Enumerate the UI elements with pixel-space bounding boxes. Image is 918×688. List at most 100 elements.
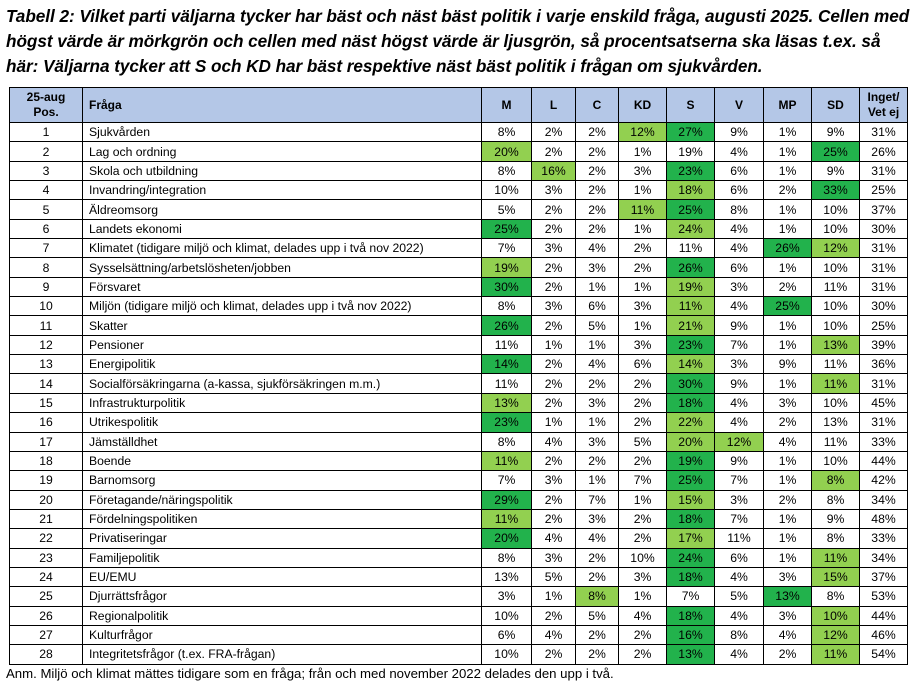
value-cell: 9% bbox=[714, 315, 764, 336]
row-question: Invandring/integration bbox=[82, 180, 482, 201]
value-cell: 11% bbox=[811, 547, 860, 568]
value-cell: 9% bbox=[714, 373, 764, 394]
value-cell: 2% bbox=[531, 392, 576, 414]
value-cell: 7% bbox=[714, 334, 764, 356]
value-cell: 19% bbox=[666, 276, 715, 298]
value-cell: 12% bbox=[811, 238, 860, 259]
value-cell: 2% bbox=[618, 257, 667, 278]
value-cell: 3% bbox=[714, 354, 764, 375]
row-position: 1 bbox=[9, 121, 83, 143]
table-row: 5 Äldreomsorg 5% 2% 2% 11% 25% 8% 1% 10% 37% bbox=[9, 199, 908, 220]
value-cell: 13% bbox=[763, 586, 812, 607]
value-cell: 2% bbox=[531, 218, 576, 240]
row-question: Landets ekonomi bbox=[82, 218, 482, 240]
value-cell: 22% bbox=[666, 412, 715, 433]
value-cell: 2% bbox=[763, 180, 812, 201]
header-question: Fråga bbox=[82, 87, 482, 123]
table-row: 11 Skatter 26% 2% 5% 1% 21% 9% 1% 10% 25% bbox=[9, 315, 908, 336]
value-cell: 54% bbox=[859, 644, 908, 665]
row-question: Fördelningspolitiken bbox=[82, 508, 482, 530]
value-cell: 5% bbox=[575, 315, 619, 336]
value-cell: 19% bbox=[666, 450, 715, 472]
header-party-kd: KD bbox=[618, 87, 667, 123]
value-cell: 7% bbox=[481, 238, 532, 259]
value-cell: 18% bbox=[666, 566, 715, 588]
row-question: Jämställdhet bbox=[82, 431, 482, 452]
value-cell: 10% bbox=[618, 547, 667, 568]
value-cell: 21% bbox=[666, 315, 715, 336]
row-question: Integritetsfrågor (t.ex. FRA-frågan) bbox=[82, 644, 482, 665]
table-row: 4 Invandring/integration 10% 3% 2% 1% 18% 6% 2% 3… bbox=[9, 180, 908, 201]
value-cell: 25% bbox=[481, 218, 532, 240]
value-cell: 10% bbox=[811, 257, 860, 278]
row-question: Sysselsättning/arbetslösheten/jobben bbox=[82, 257, 482, 278]
value-cell: 2% bbox=[531, 450, 576, 472]
table-row: 18 Boende 11% 2% 2% 2% 19% 9% 1% 10% 44% bbox=[9, 450, 908, 472]
row-question: Företagande/näringspolitik bbox=[82, 489, 482, 510]
value-cell: 25% bbox=[859, 180, 908, 201]
row-question: Skatter bbox=[82, 315, 482, 336]
value-cell: 11% bbox=[811, 431, 860, 452]
row-position: 27 bbox=[9, 624, 83, 646]
value-cell: 37% bbox=[859, 199, 908, 220]
value-cell: 15% bbox=[811, 566, 860, 588]
value-cell: 44% bbox=[859, 450, 908, 472]
value-cell: 12% bbox=[811, 624, 860, 646]
value-cell: 4% bbox=[575, 528, 619, 549]
value-cell: 1% bbox=[531, 586, 576, 607]
value-cell: 10% bbox=[811, 315, 860, 336]
value-cell: 2% bbox=[618, 644, 667, 665]
value-cell: 11% bbox=[481, 373, 532, 394]
row-position: 23 bbox=[9, 547, 83, 568]
value-cell: 9% bbox=[811, 508, 860, 530]
value-cell: 36% bbox=[859, 354, 908, 375]
value-cell: 3% bbox=[575, 431, 619, 452]
value-cell: 27% bbox=[666, 121, 715, 143]
table-row: 7 Klimatet (tidigare miljö och klimat, de… bbox=[9, 238, 908, 259]
value-cell: 30% bbox=[859, 296, 908, 317]
value-cell: 9% bbox=[714, 450, 764, 472]
row-position: 17 bbox=[9, 431, 83, 452]
value-cell: 13% bbox=[811, 412, 860, 433]
row-question: Regionalpolitik bbox=[82, 605, 482, 626]
value-cell: 46% bbox=[859, 624, 908, 646]
value-cell: 11% bbox=[714, 528, 764, 549]
value-cell: 7% bbox=[575, 489, 619, 510]
value-cell: 2% bbox=[575, 644, 619, 665]
value-cell: 17% bbox=[666, 528, 715, 549]
value-cell: 18% bbox=[666, 180, 715, 201]
value-cell: 13% bbox=[481, 566, 532, 588]
value-cell: 1% bbox=[763, 218, 812, 240]
value-cell: 1% bbox=[618, 315, 667, 336]
value-cell: 1% bbox=[763, 257, 812, 278]
value-cell: 3% bbox=[618, 160, 667, 182]
value-cell: 2% bbox=[763, 489, 812, 510]
value-cell: 16% bbox=[531, 160, 576, 182]
header-party-c: C bbox=[575, 87, 619, 123]
value-cell: 2% bbox=[575, 160, 619, 182]
value-cell: 29% bbox=[481, 489, 532, 510]
table-row: 19 Barnomsorg 7% 3% 1% 7% 25% 7% 1% 8% 42% bbox=[9, 470, 908, 491]
value-cell: 11% bbox=[481, 334, 532, 356]
row-question: Energipolitik bbox=[82, 354, 482, 375]
value-cell: 8% bbox=[481, 160, 532, 182]
value-cell: 3% bbox=[481, 586, 532, 607]
table-row: 20 Företagande/näringspolitik 29% 2% 7% 1% 15%… bbox=[9, 489, 908, 510]
value-cell: 10% bbox=[811, 199, 860, 220]
value-cell: 4% bbox=[531, 624, 576, 646]
value-cell: 7% bbox=[481, 470, 532, 491]
value-cell: 2% bbox=[618, 624, 667, 646]
value-cell: 2% bbox=[531, 276, 576, 298]
row-position: 5 bbox=[9, 199, 83, 220]
value-cell: 8% bbox=[481, 121, 532, 143]
header-none-line2: Vet ej bbox=[867, 105, 900, 119]
value-cell: 3% bbox=[575, 508, 619, 530]
value-cell: 30% bbox=[859, 218, 908, 240]
value-cell: 10% bbox=[481, 644, 532, 665]
value-cell: 23% bbox=[666, 160, 715, 182]
table-row: 17 Jämställdhet 8% 4% 3% 5% 20% 12% 4% 11% 33% bbox=[9, 431, 908, 452]
value-cell: 3% bbox=[618, 296, 667, 317]
row-position: 21 bbox=[9, 508, 83, 530]
value-cell: 33% bbox=[859, 431, 908, 452]
table-title: Tabell 2: Vilket parti väljarna tycker h… bbox=[6, 6, 910, 76]
